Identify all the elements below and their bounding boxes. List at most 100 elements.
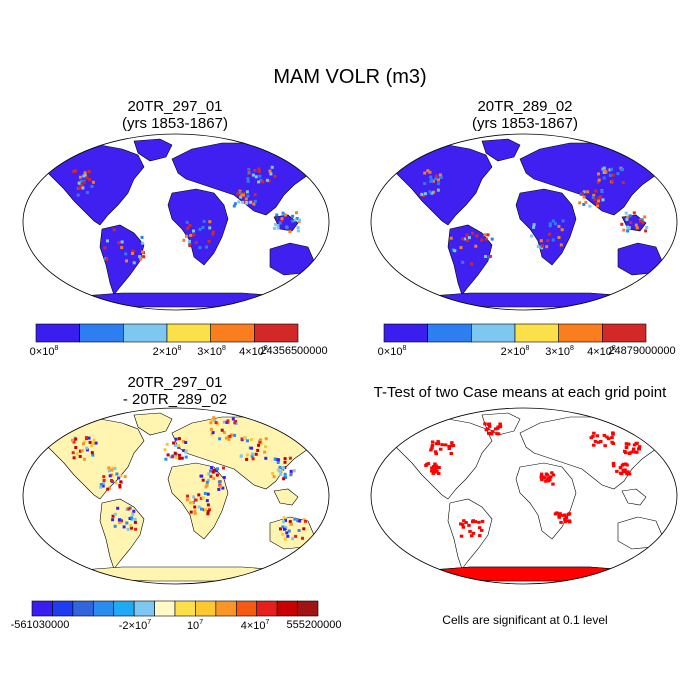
high-value-cell xyxy=(202,219,206,223)
high-value-cell xyxy=(295,217,299,220)
high-value-cell xyxy=(78,175,82,179)
high-value-cell xyxy=(540,244,544,248)
significant-cell xyxy=(539,472,544,476)
significant-cell xyxy=(437,472,441,475)
colorbar-swatch xyxy=(195,600,217,617)
high-value-cell xyxy=(597,178,601,182)
colorbar-swatch xyxy=(113,600,135,617)
continent-greenland xyxy=(133,412,173,436)
high-value-cell xyxy=(559,243,563,247)
difference-cell xyxy=(186,494,189,498)
difference-cell xyxy=(251,457,255,461)
difference-cell xyxy=(126,527,130,531)
difference-cell xyxy=(201,478,205,482)
high-value-cell xyxy=(601,198,605,202)
high-value-cell xyxy=(245,190,249,194)
significant-cell xyxy=(539,476,544,480)
difference-cell xyxy=(102,478,106,482)
high-value-cell xyxy=(420,192,424,196)
high-value-cell xyxy=(268,169,272,173)
significant-cell xyxy=(477,520,481,524)
high-value-cell xyxy=(611,173,615,177)
significant-cell xyxy=(487,422,492,426)
difference-cell xyxy=(119,474,123,478)
high-value-cell xyxy=(244,197,248,201)
difference-cell xyxy=(282,477,286,481)
high-value-cell xyxy=(296,229,300,233)
map-case1 xyxy=(22,133,330,311)
difference-cell xyxy=(113,524,117,528)
high-value-cell xyxy=(586,190,590,194)
difference-cell xyxy=(207,478,211,482)
high-value-cell xyxy=(551,219,555,223)
high-value-cell xyxy=(532,223,536,227)
significant-cell xyxy=(435,466,439,470)
difference-cell xyxy=(281,525,285,529)
significant-cell xyxy=(635,441,639,445)
high-value-cell xyxy=(610,167,614,171)
difference-cell xyxy=(82,457,86,461)
significant-cell xyxy=(627,442,631,446)
difference-cell xyxy=(280,469,283,473)
high-value-cell xyxy=(626,215,630,219)
significant-cell xyxy=(430,440,435,444)
continent-south-america xyxy=(447,498,493,570)
difference-cell xyxy=(210,419,214,423)
colorbar-swatch xyxy=(123,323,168,343)
high-value-cell xyxy=(77,186,81,190)
high-value-cell xyxy=(608,173,612,177)
high-value-cell xyxy=(280,217,284,221)
continent-south-america xyxy=(447,224,493,296)
difference-cell xyxy=(174,456,178,459)
high-value-cell xyxy=(471,231,474,235)
significant-cell xyxy=(433,450,438,454)
high-value-cell xyxy=(77,181,81,185)
high-value-cell xyxy=(532,225,536,229)
panel-title-case1-line2: (yrs 1853-1867) xyxy=(122,115,228,132)
continent-antarctica xyxy=(67,292,296,308)
continent-australia xyxy=(617,516,663,550)
high-value-cell xyxy=(434,177,438,181)
significant-cell xyxy=(549,475,553,479)
high-value-cell xyxy=(423,192,427,196)
high-value-cell xyxy=(187,239,191,243)
colorbar-swatch xyxy=(276,600,298,617)
high-value-cell xyxy=(461,237,465,241)
difference-cell xyxy=(209,427,213,431)
difference-cell xyxy=(257,443,260,447)
difference-cell xyxy=(90,451,94,455)
high-value-cell xyxy=(597,196,601,200)
high-value-cell xyxy=(261,180,265,184)
high-value-cell xyxy=(188,244,192,248)
colorbar-swatch xyxy=(72,600,94,617)
high-value-cell xyxy=(185,220,189,224)
difference-cell xyxy=(193,505,197,509)
panel-title-ttest: T-Test of two Case means at each grid po… xyxy=(350,384,690,401)
high-value-cell xyxy=(597,172,600,176)
high-value-cell xyxy=(603,169,607,173)
significant-cell xyxy=(447,444,451,448)
colorbar-swatch xyxy=(471,323,516,343)
difference-cell xyxy=(197,493,201,497)
difference-cell xyxy=(94,441,98,445)
difference-cell xyxy=(189,510,193,514)
high-value-cell xyxy=(488,254,492,258)
high-value-cell xyxy=(259,178,263,182)
difference-cell xyxy=(118,483,122,487)
difference-cell xyxy=(88,440,92,444)
significant-cell xyxy=(546,478,550,482)
high-value-cell xyxy=(467,236,471,240)
panel-title-case2-line1: 20TR_289_02 xyxy=(477,98,573,115)
significant-cell xyxy=(632,443,637,447)
high-value-cell xyxy=(278,221,282,225)
high-value-cell xyxy=(242,193,246,197)
continent-africa xyxy=(167,188,229,266)
high-value-cell xyxy=(634,223,638,227)
high-value-cell xyxy=(466,239,470,243)
colorbar-case2 xyxy=(383,323,647,343)
high-value-cell xyxy=(245,201,249,204)
high-value-cell xyxy=(561,219,565,223)
high-value-cell xyxy=(138,255,142,258)
high-value-cell xyxy=(582,203,586,206)
high-value-cell xyxy=(254,175,258,179)
